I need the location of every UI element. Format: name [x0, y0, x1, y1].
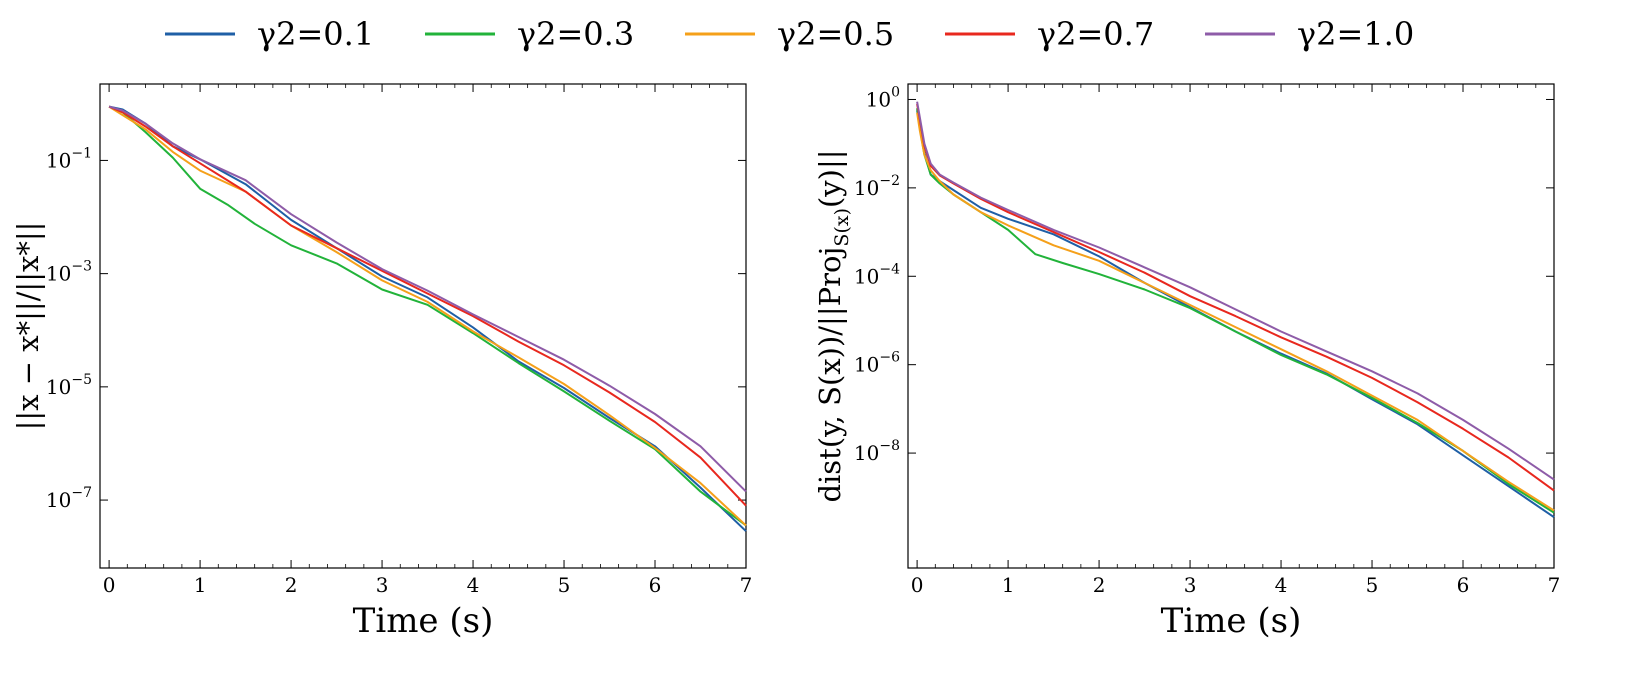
legend: γ2=0.1 γ2=0.3 γ2=0.5 γ2=0.7 γ2=1.0 [165, 15, 1414, 53]
legend-entry: γ2=0.5 [685, 15, 894, 53]
legend-label: γ2=0.3 [517, 15, 634, 53]
x-tick-label: 1 [1002, 573, 1015, 597]
x-tick-label: 7 [1548, 573, 1561, 597]
x-tick-label: 6 [649, 573, 662, 597]
x-tick-label: 5 [1366, 573, 1379, 597]
y-tick-label: 10−2 [854, 173, 900, 200]
legend-entry: γ2=0.3 [425, 15, 634, 53]
x-tick-label: 3 [376, 573, 389, 597]
y-tick-label: 10−5 [46, 372, 92, 399]
legend-entry: γ2=0.7 [945, 15, 1154, 53]
left-panel: 0 1 2 3 4 5 6 7 10−1 10−3 10−5 10−7 Time (s) ||x − x*… [11, 83, 753, 641]
y-tick-label: 10−8 [854, 438, 900, 465]
series-line [108, 105, 747, 532]
legend-label: γ2=0.5 [777, 15, 894, 53]
x-tick-label: 2 [1093, 573, 1106, 597]
x-tick-label: 0 [911, 573, 924, 597]
x-tick-label: 0 [103, 573, 116, 597]
y-tick-label: 100 [866, 84, 900, 111]
x-tick-label: 5 [558, 573, 571, 597]
series-line [916, 103, 1555, 492]
legend-label: γ2=1.0 [1297, 15, 1414, 53]
series-line [916, 108, 1555, 514]
y-axis-label: ||x − x*||/||x*|| [11, 222, 45, 431]
series-line [916, 112, 1555, 512]
y-tick-label: 10−1 [46, 145, 92, 172]
x-tick-label: 1 [194, 573, 207, 597]
x-tick-label: 3 [1184, 573, 1197, 597]
legend-label: γ2=0.7 [1037, 15, 1154, 53]
series-line [108, 105, 747, 493]
plot-frame [99, 83, 747, 569]
x-tick-label: 4 [467, 573, 480, 597]
x-axis-label: Time (s) [1161, 601, 1302, 641]
y-tick-label: 10−3 [46, 259, 92, 286]
right-panel: 0 1 2 3 4 5 6 7 100 10−2 10−4 10−6 10−8 Time (s) dist(… [813, 83, 1561, 641]
x-tick-label: 7 [740, 573, 753, 597]
series-line [108, 105, 747, 527]
y-tick-label: 10−4 [854, 261, 900, 288]
y-axis-label: dist(y, S(x))/||ProjS(x)(y)|| [813, 149, 853, 502]
x-axis-label: Time (s) [353, 601, 494, 641]
plot-frame [907, 83, 1555, 569]
legend-entry: γ2=0.1 [165, 15, 374, 53]
x-tick-label: 4 [1275, 573, 1288, 597]
legend-label: γ2=0.1 [257, 15, 374, 53]
y-tick-label: 10−7 [46, 485, 92, 512]
series-line [108, 105, 747, 507]
series-line [916, 110, 1555, 519]
x-tick-label: 2 [285, 573, 298, 597]
y-tick-label: 10−6 [854, 350, 900, 377]
legend-entry: γ2=1.0 [1205, 15, 1414, 53]
x-tick-label: 6 [1457, 573, 1470, 597]
series-line [916, 101, 1555, 481]
series-line [108, 105, 747, 527]
